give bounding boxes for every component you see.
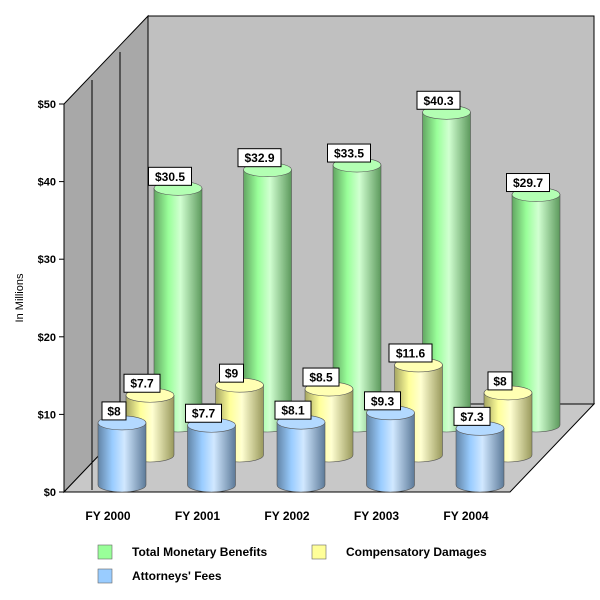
svg-text:$11.6: $11.6	[396, 346, 426, 360]
y-tick-label: $50	[38, 99, 56, 111]
bar-2-2	[276, 414, 326, 493]
legend-item: Total Monetary Benefits	[97, 544, 267, 560]
svg-text:$7.7: $7.7	[130, 377, 154, 391]
y-axis-label: In Millions	[14, 273, 26, 322]
data-label: $8.5	[302, 367, 340, 387]
svg-text:$29.7: $29.7	[513, 176, 543, 190]
y-tick-label: $0	[44, 487, 56, 499]
data-label: $9.3	[364, 391, 401, 411]
data-label: $8	[101, 401, 127, 421]
x-tick-label: FY 2000	[85, 509, 130, 523]
svg-text:Total Monetary Benefits: Total Monetary Benefits	[132, 545, 267, 559]
data-label: $40.3	[416, 90, 461, 110]
bar-2-4	[455, 421, 505, 493]
data-label: $8.1	[274, 400, 312, 420]
data-label: $30.5	[148, 166, 192, 186]
y-tick-label: $20	[38, 332, 56, 344]
svg-text:$8.1: $8.1	[281, 404, 305, 418]
data-label: $11.6	[388, 343, 433, 363]
svg-text:$32.9: $32.9	[244, 151, 274, 165]
bar-2-3	[366, 405, 415, 493]
svg-text:Compensatory Damages: Compensatory Damages	[346, 545, 487, 559]
svg-text:$7.7: $7.7	[192, 407, 216, 421]
svg-text:$7.3: $7.3	[460, 410, 484, 424]
svg-text:$9: $9	[225, 367, 239, 381]
category-axis: FY 2000 FY 2001 FY 2002 FY 2003 FY 2004	[85, 509, 488, 523]
data-labels: $30.5 $32.9 $33.5 $40.3 $29.7 $7.7 $9 $8.5 $11.6…	[101, 90, 550, 426]
chart-bars	[97, 104, 561, 493]
bar-2-1	[187, 417, 236, 493]
svg-text:Attorneys' Fees: Attorneys' Fees	[132, 569, 222, 583]
value-axis: $0 $10 $20 $30 $40 $50 In Millions	[14, 99, 64, 499]
legend-item: Compensatory Damages	[311, 544, 487, 560]
svg-text:$8.5: $8.5	[309, 371, 333, 385]
data-label: $7.7	[123, 373, 161, 393]
y-tick-label: $10	[38, 409, 56, 421]
legend-item: Attorneys' Fees	[97, 568, 222, 584]
data-label: $7.7	[185, 403, 222, 423]
y-tick-label: $40	[38, 177, 56, 189]
svg-text:$33.5: $33.5	[334, 147, 364, 161]
data-label: $33.5	[327, 143, 371, 163]
x-tick-label: FY 2003	[354, 509, 399, 523]
svg-text:$30.5: $30.5	[155, 170, 185, 184]
data-label: $7.3	[453, 406, 491, 426]
svg-text:$8: $8	[493, 374, 507, 388]
legend: Total Monetary Benefits Compensatory Dama…	[97, 544, 487, 584]
x-tick-label: FY 2004	[443, 509, 488, 523]
svg-text:$8: $8	[107, 404, 121, 418]
svg-text:$9.3: $9.3	[371, 394, 395, 408]
data-label: $8	[487, 371, 513, 391]
data-label: $32.9	[237, 148, 282, 168]
x-tick-label: FY 2002	[264, 509, 309, 523]
svg-text:$40.3: $40.3	[423, 94, 453, 108]
x-tick-label: FY 2001	[175, 509, 220, 523]
y-tick-label: $30	[38, 254, 56, 266]
bar-2-0	[97, 415, 147, 493]
data-label: $29.7	[506, 173, 550, 193]
data-label: $9	[219, 363, 244, 383]
